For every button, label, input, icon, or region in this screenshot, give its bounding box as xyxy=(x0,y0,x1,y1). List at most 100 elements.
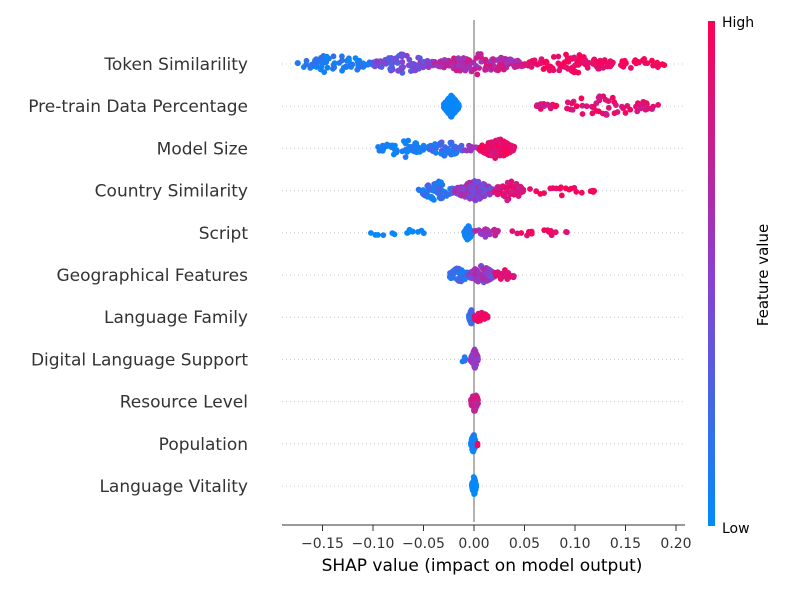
shap-point xyxy=(409,60,416,67)
feature-row-points xyxy=(294,51,668,78)
shap-point xyxy=(448,141,455,148)
shap-point xyxy=(482,65,489,72)
shap-point xyxy=(424,58,431,65)
shap-point xyxy=(609,94,616,101)
shap-point xyxy=(649,57,655,64)
shap-point xyxy=(431,182,437,189)
shap-point xyxy=(331,64,338,71)
shap-point xyxy=(303,57,310,64)
feature-label: Digital Language Support xyxy=(31,350,248,370)
shap-point xyxy=(497,56,504,63)
shap-point xyxy=(402,154,409,161)
shap-point xyxy=(462,276,468,283)
shap-point xyxy=(580,58,587,65)
shap-point xyxy=(568,185,574,192)
shap-point xyxy=(605,104,612,111)
feature-row-points xyxy=(459,346,481,371)
shap-point xyxy=(473,55,480,61)
shap-point xyxy=(339,67,345,74)
shap-point xyxy=(491,227,498,234)
shap-point xyxy=(436,186,443,193)
shap-point xyxy=(400,138,407,145)
shap-point xyxy=(416,187,423,194)
shap-point xyxy=(356,58,363,65)
shap-point xyxy=(339,53,345,60)
shap-point xyxy=(484,313,491,319)
shap-point xyxy=(466,62,473,68)
shap-point xyxy=(457,192,464,199)
shap-point xyxy=(571,54,578,61)
shap-point xyxy=(632,57,639,63)
shap-point xyxy=(352,55,359,62)
feature-row-points xyxy=(375,136,518,162)
shap-point xyxy=(393,56,399,62)
shap-point xyxy=(515,193,522,200)
shap-point xyxy=(468,146,474,153)
shap-point xyxy=(600,93,607,100)
shap-point xyxy=(479,181,486,188)
shap-point xyxy=(556,67,563,74)
shap-point xyxy=(468,308,475,314)
feature-label: Language Vitality xyxy=(99,477,248,497)
shap-point xyxy=(471,407,477,414)
shap-point xyxy=(564,99,571,106)
shap-point xyxy=(442,106,449,112)
shap-point xyxy=(500,192,507,199)
shap-point xyxy=(488,143,495,150)
shap-point xyxy=(330,53,337,60)
shap-point xyxy=(493,152,499,159)
shap-point xyxy=(408,144,415,150)
shap-point xyxy=(492,232,499,239)
shap-point xyxy=(541,65,547,72)
shap-point xyxy=(461,357,468,364)
shap-point xyxy=(547,105,554,112)
shap-point xyxy=(477,51,484,57)
shap-point xyxy=(537,101,543,108)
shap-point xyxy=(443,99,449,106)
shap-point xyxy=(382,59,389,66)
shap-point xyxy=(318,54,324,61)
shap-point xyxy=(508,56,514,63)
shap-point xyxy=(650,62,656,69)
shap-point xyxy=(654,60,661,67)
shap-point xyxy=(472,363,479,370)
shap-point xyxy=(294,60,301,66)
shap-point xyxy=(564,64,570,71)
shap-point xyxy=(552,229,559,236)
x-tick-label: 0.00 xyxy=(458,536,489,552)
shap-point xyxy=(458,142,465,149)
shap-point xyxy=(372,63,378,70)
shap-point xyxy=(590,103,597,110)
shap-point xyxy=(460,60,466,67)
shap-point xyxy=(481,144,488,151)
shap-point xyxy=(473,277,480,284)
shap-point xyxy=(553,102,560,109)
shap-point xyxy=(607,58,614,65)
colorbar xyxy=(708,21,715,526)
shap-point xyxy=(595,108,602,115)
shap-point xyxy=(487,268,494,274)
shap-point xyxy=(377,144,384,151)
shap-point xyxy=(523,61,529,68)
shap-point xyxy=(509,228,516,235)
shap-point xyxy=(514,230,521,237)
shap-point xyxy=(467,274,473,281)
shap-point xyxy=(437,63,444,70)
shap-point xyxy=(430,187,436,194)
shap-point xyxy=(494,191,500,198)
shap-point xyxy=(388,55,395,61)
feature-label: Population xyxy=(159,435,248,455)
shap-point xyxy=(380,232,387,239)
feature-row-points xyxy=(368,223,570,243)
shap-point xyxy=(378,64,385,70)
shap-point xyxy=(618,62,624,68)
shap-point xyxy=(537,191,544,197)
feature-label: Pre-train Data Percentage xyxy=(28,97,248,117)
shap-point xyxy=(601,57,608,63)
shap-point xyxy=(517,187,524,194)
shap-point xyxy=(548,232,555,239)
shap-point xyxy=(445,95,452,102)
shap-point xyxy=(450,274,456,281)
shap-point xyxy=(475,194,481,201)
